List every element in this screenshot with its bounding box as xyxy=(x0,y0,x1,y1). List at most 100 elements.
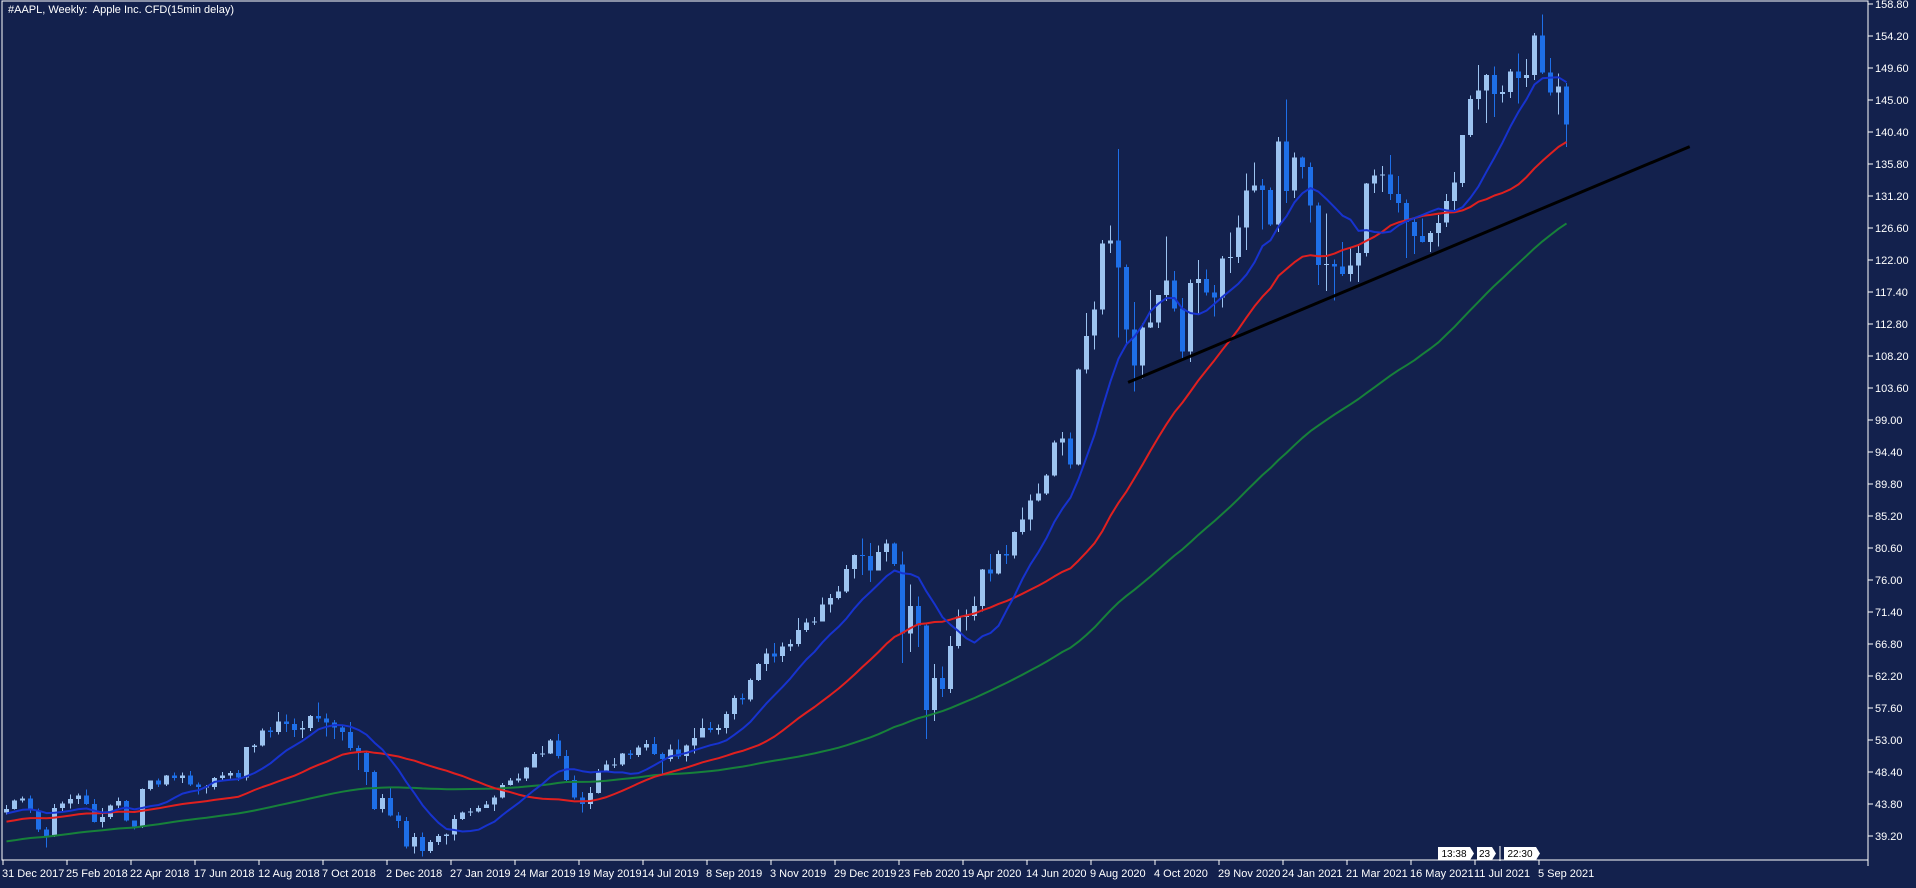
candle-bear xyxy=(1300,157,1305,167)
date-tick-label: 16 May 2021 xyxy=(1410,868,1474,880)
candle-bear xyxy=(28,798,33,811)
trendline[interactable] xyxy=(1127,145,1691,384)
candle-bear xyxy=(1308,167,1313,206)
time-tag-box[interactable] xyxy=(1477,847,1496,860)
candle-bull xyxy=(1084,335,1089,370)
candle-bull xyxy=(180,775,185,778)
candle-bull xyxy=(500,785,505,798)
candle-bull xyxy=(980,569,985,606)
candle-bear xyxy=(940,677,945,689)
candle-bear xyxy=(348,732,353,748)
candle-bull xyxy=(164,775,169,785)
date-tick-label: 3 Nov 2019 xyxy=(770,868,826,880)
candle-bull xyxy=(380,798,385,810)
candle-bull xyxy=(908,606,913,634)
candle-bull xyxy=(644,744,649,748)
candle-wick xyxy=(1382,165,1383,192)
candle-bull xyxy=(1428,232,1433,242)
candle-bull xyxy=(1524,75,1529,78)
candle-bull xyxy=(100,816,105,822)
candle-wick xyxy=(1422,218,1423,243)
candle-bull xyxy=(492,797,497,805)
candle-bull xyxy=(716,728,721,731)
candle-bear xyxy=(172,775,177,778)
candle-bull xyxy=(1508,71,1513,93)
candle-bull xyxy=(220,775,225,778)
candle-wick xyxy=(1150,289,1151,329)
candle-bull xyxy=(412,837,417,847)
candle-bull xyxy=(300,728,305,730)
candle-wick xyxy=(614,758,615,769)
candle-bull xyxy=(308,716,313,729)
candle-bull xyxy=(68,798,73,804)
candle-bull xyxy=(836,591,841,598)
date-tick-label: 4 Oct 2020 xyxy=(1154,868,1208,880)
candle-wick xyxy=(334,720,335,739)
time-tag-box[interactable] xyxy=(1504,847,1540,860)
candle-bull xyxy=(612,764,617,766)
candle-bull xyxy=(796,630,801,644)
candle-bear xyxy=(396,815,401,821)
candle-bull xyxy=(244,747,249,778)
candle-bull xyxy=(812,621,817,623)
candle-bull xyxy=(1348,265,1353,274)
candle-bear xyxy=(1420,236,1425,242)
candle-bear xyxy=(84,795,89,804)
candle-bull xyxy=(508,780,513,785)
candle-bull xyxy=(764,653,769,664)
price-tick-label: 140.40 xyxy=(1875,127,1909,139)
date-tick-label: 24 Jan 2021 xyxy=(1282,868,1343,880)
price-tick-label: 62.20 xyxy=(1875,671,1903,683)
candle-bull xyxy=(1060,438,1065,443)
candle-wick xyxy=(1350,247,1351,282)
price-scale[interactable]: 158.80 154.20 149.60 145.00 140.40 135.80 131.… xyxy=(1867,0,1909,866)
candle-wick xyxy=(990,554,991,582)
candle-bull xyxy=(1148,322,1153,328)
time-tags[interactable]: 13:38 23 22:30 xyxy=(1438,846,1540,861)
date-scale[interactable]: 31 Dec 2017 25 Feb 2018 22 Apr 2018 17 Jun … xyxy=(2,860,1594,880)
time-tag-box[interactable] xyxy=(1438,847,1474,860)
candle-bear xyxy=(268,730,273,733)
date-tick-label: 19 May 2019 xyxy=(578,868,642,880)
candle-bull xyxy=(828,598,833,605)
candle-bear xyxy=(1404,202,1409,223)
candle-bull xyxy=(1292,157,1297,191)
candle-bull xyxy=(1044,475,1049,494)
candle-bull xyxy=(116,801,121,806)
candle-bear xyxy=(1332,264,1337,267)
candle-wick xyxy=(1062,432,1063,456)
candle-bull xyxy=(1460,135,1465,183)
price-tick-label: 131.20 xyxy=(1875,191,1909,203)
candle-wick xyxy=(1326,213,1327,291)
candle-wick xyxy=(710,721,711,733)
price-tick-label: 94.40 xyxy=(1875,447,1903,459)
candle-bull xyxy=(724,713,729,729)
candle-bull xyxy=(1140,327,1145,366)
date-tick-label: 7 Oct 2018 xyxy=(322,868,376,880)
candle-bear xyxy=(924,625,929,710)
candle-bear xyxy=(1068,438,1073,465)
candle-wick xyxy=(966,609,967,631)
candle-bear xyxy=(372,772,377,809)
candle-wick xyxy=(542,746,543,758)
candle-bull xyxy=(20,798,25,801)
candle-bull xyxy=(1276,141,1281,225)
candle-bear xyxy=(1548,72,1553,93)
candle-bull xyxy=(1100,243,1105,310)
candle-bear xyxy=(572,780,577,798)
candle-bear xyxy=(1284,141,1289,191)
candle-bear xyxy=(988,569,993,574)
candle-wick xyxy=(1334,259,1335,301)
candle-bull xyxy=(1244,190,1249,228)
price-tick-label: 89.80 xyxy=(1875,479,1903,491)
candle-bull xyxy=(1476,90,1481,100)
price-tick-label: 158.80 xyxy=(1875,0,1909,11)
candle-bull xyxy=(588,792,593,805)
ma-line-medium xyxy=(6,141,1568,823)
candle-bull xyxy=(1252,185,1257,191)
candle-bull xyxy=(524,767,529,779)
candle-wick xyxy=(862,538,863,575)
candle-bull xyxy=(532,754,537,768)
candle-bull xyxy=(1364,183,1369,254)
